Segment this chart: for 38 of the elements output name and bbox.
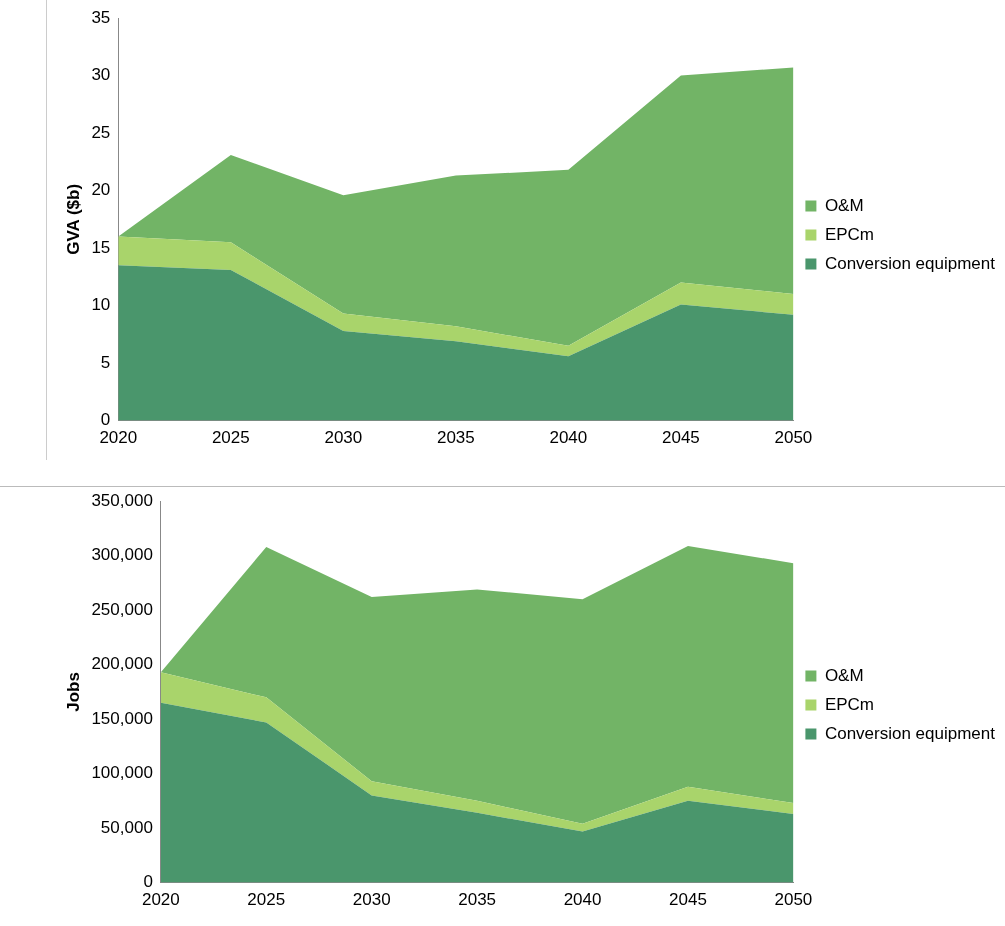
legend-label: EPCm	[824, 224, 875, 244]
x-tick-label: 2020	[99, 428, 138, 448]
legend-label: Conversion equipment	[824, 723, 996, 743]
y-tick-label: 15	[91, 237, 111, 257]
y-tick-label: 350,000	[91, 490, 153, 510]
legend-label: O&M	[824, 665, 864, 685]
y-tick-label: 35	[91, 7, 111, 27]
x-tick-label: 2040	[549, 428, 588, 448]
x-tick-label: 2045	[661, 428, 700, 448]
y-tick-label: 30	[91, 65, 111, 85]
legend-label: EPCm	[824, 694, 875, 714]
x-tick-label: 2050	[774, 890, 813, 910]
y-tick-label: 250,000	[91, 599, 153, 619]
y-tick-label: 200,000	[91, 654, 153, 674]
y-tick-label: 100,000	[91, 763, 153, 783]
y-tick-label: 0	[143, 872, 153, 892]
x-tick-label: 2025	[211, 428, 250, 448]
x-tick-label: 2040	[563, 890, 602, 910]
y-axis-title: GVA ($b)	[63, 183, 83, 255]
x-tick-label: 2020	[141, 890, 180, 910]
y-tick-label: 300,000	[91, 545, 153, 565]
y-tick-label: 5	[100, 352, 111, 372]
x-tick-label: 2035	[436, 428, 475, 448]
legend-label: Conversion equipment	[824, 253, 996, 273]
x-tick-label: 2035	[458, 890, 497, 910]
y-tick-label: 50,000	[100, 817, 153, 837]
y-tick-label: 0	[100, 410, 111, 430]
x-tick-label: 2045	[669, 890, 707, 910]
x-tick-label: 2050	[774, 428, 813, 448]
y-tick-label: 150,000	[91, 708, 153, 728]
y-tick-label: 10	[91, 295, 111, 315]
y-tick-label: 20	[91, 180, 111, 200]
x-tick-label: 2030	[352, 890, 391, 910]
x-tick-label: 2025	[247, 890, 286, 910]
y-tick-label: 25	[91, 122, 111, 142]
y-axis-title: Jobs	[63, 672, 83, 712]
x-tick-label: 2030	[324, 428, 363, 448]
legend-label: O&M	[824, 195, 864, 215]
